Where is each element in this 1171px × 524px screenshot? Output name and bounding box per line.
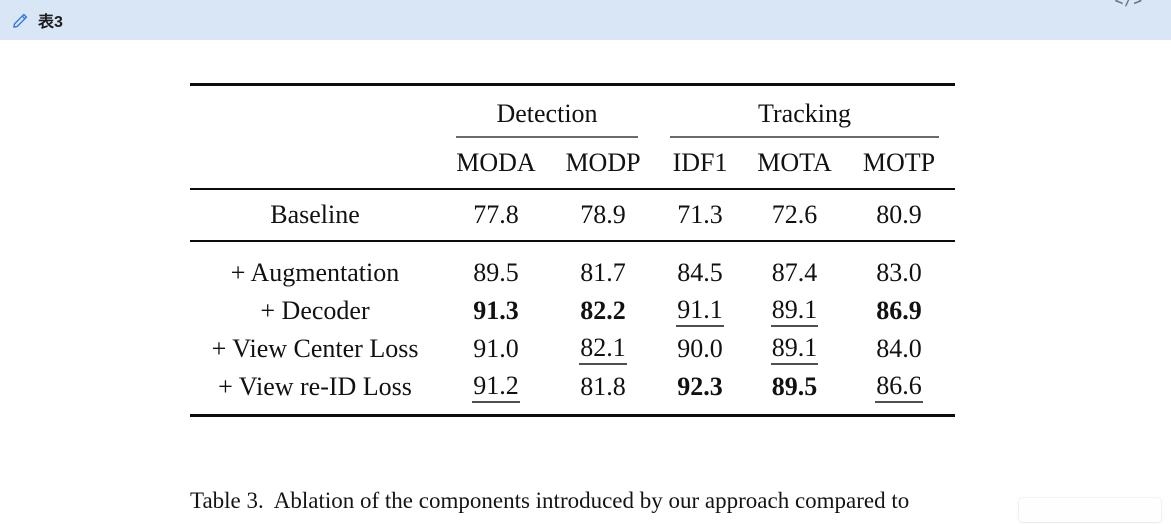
column-header-moda: MODA xyxy=(440,138,552,190)
table-cell: 71.3 xyxy=(654,189,747,242)
group-cell-detection: Detection xyxy=(440,85,654,138)
group-cell-tracking: Tracking xyxy=(654,85,955,138)
table-cell: 80.9 xyxy=(843,189,956,242)
table-cell: 87.4 xyxy=(771,258,818,287)
table-cell: 91.1 xyxy=(654,292,746,330)
table-caption: Table 3. Ablation of the components intro… xyxy=(190,484,910,524)
floating-panel xyxy=(1019,498,1161,522)
table-row-baseline: Baseline 77.8 78.9 71.3 72.6 80.9 xyxy=(190,189,956,242)
row-label: Baseline xyxy=(190,189,440,242)
column-header-row: MODA MODP IDF1 MOTA MOTP xyxy=(190,138,956,190)
table-cell: 91.3 xyxy=(473,296,519,325)
table-row-view-reid-loss: + View re-ID Loss 91.2 81.8 92.3 89.5 86… xyxy=(190,368,955,416)
table-cell: 86.9 xyxy=(876,296,922,325)
row-label: + View re-ID Loss xyxy=(218,372,412,401)
row-label: + View Center Loss xyxy=(211,334,419,363)
table-cell: 92.3 xyxy=(677,372,723,401)
table-toolbar: 表3 xyxy=(0,0,1171,40)
table-cell: 89.1 xyxy=(746,330,843,368)
table-cell: 86.6 xyxy=(843,368,955,416)
table-cell: 82.1 xyxy=(552,330,654,368)
edit-pencil-icon[interactable] xyxy=(12,12,29,29)
table-cell: 89.5 xyxy=(473,258,519,287)
table-cell: 81.8 xyxy=(580,372,626,401)
table-cell: 84.0 xyxy=(876,334,922,363)
table-cell: 89.5 xyxy=(771,372,818,401)
caption-text: Ablation of the components introduced by… xyxy=(190,488,910,524)
row-label: + Augmentation xyxy=(230,258,400,287)
table-cell: 83.0 xyxy=(876,258,922,287)
table-cell: 81.7 xyxy=(580,258,626,287)
table-row-decoder: + Decoder 91.3 82.2 91.1 89.1 86.9 xyxy=(190,292,955,330)
column-header-mota: MOTA xyxy=(746,138,844,190)
table-cell: 89.1 xyxy=(746,292,843,330)
empty-cell xyxy=(190,85,440,139)
table-cell: 91.2 xyxy=(440,368,552,416)
table-cell: 77.8 xyxy=(440,189,552,242)
table-cell: 72.6 xyxy=(746,189,844,242)
column-header-modp: MODP xyxy=(552,138,655,190)
table-cell: 84.5 xyxy=(677,258,723,287)
toolbar-title: 表3 xyxy=(38,14,63,31)
row-label: + Decoder xyxy=(260,296,370,325)
group-header-tracking: Tracking xyxy=(670,86,940,138)
caption-label: Table 3. xyxy=(190,488,264,513)
document-area: Detection Tracking MODA MODP IDF1 MOTA M… xyxy=(0,40,1171,524)
group-header-row: Detection Tracking xyxy=(190,85,955,139)
table-cell: 91.0 xyxy=(473,334,519,363)
table-row-augmentation: + Augmentation 89.5 81.7 84.5 87.4 83.0 xyxy=(190,241,955,292)
group-header-detection: Detection xyxy=(456,86,639,138)
code-view-icon[interactable]: </> xyxy=(1114,0,1143,9)
empty-cell xyxy=(190,138,440,190)
table-cell: 90.0 xyxy=(677,334,723,363)
column-header-idf1: IDF1 xyxy=(654,138,747,190)
table-row-view-center-loss: + View Center Loss 91.0 82.1 90.0 89.1 8… xyxy=(190,330,955,368)
column-header-motp: MOTP xyxy=(843,138,956,190)
table-cell: 82.2 xyxy=(580,296,626,325)
table-cell: 78.9 xyxy=(552,189,655,242)
ablation-table: Detection Tracking MODA MODP IDF1 MOTA M… xyxy=(190,83,956,417)
